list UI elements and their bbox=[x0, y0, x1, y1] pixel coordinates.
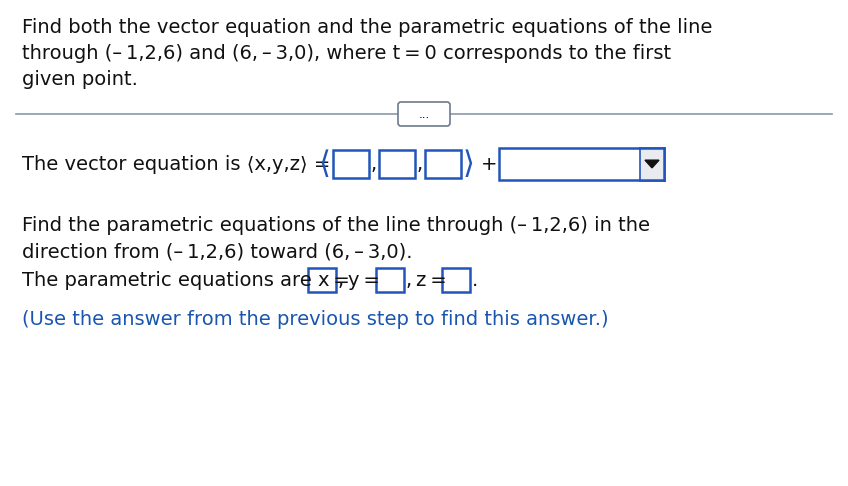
FancyBboxPatch shape bbox=[376, 268, 404, 292]
Text: ,: , bbox=[371, 155, 377, 174]
Text: ⟨: ⟨ bbox=[318, 150, 330, 178]
Text: +: + bbox=[481, 155, 498, 174]
Text: The vector equation is ⟨x,y,z⟩ =: The vector equation is ⟨x,y,z⟩ = bbox=[22, 155, 331, 174]
Text: .: . bbox=[472, 271, 478, 290]
Polygon shape bbox=[645, 160, 659, 168]
Text: Find both the vector equation and the parametric equations of the line: Find both the vector equation and the pa… bbox=[22, 18, 712, 37]
Text: (Use the answer from the previous step to find this answer.): (Use the answer from the previous step t… bbox=[22, 310, 609, 329]
Text: given point.: given point. bbox=[22, 70, 138, 89]
Text: ...: ... bbox=[418, 107, 430, 121]
Text: Find the parametric equations of the line through (– 1,2,6) in the: Find the parametric equations of the lin… bbox=[22, 216, 650, 235]
FancyBboxPatch shape bbox=[379, 150, 415, 178]
Text: , y =: , y = bbox=[338, 271, 380, 290]
FancyBboxPatch shape bbox=[442, 268, 470, 292]
Text: through (– 1,2,6) and (6, – 3,0), where t = 0 corresponds to the first: through (– 1,2,6) and (6, – 3,0), where … bbox=[22, 44, 671, 63]
FancyBboxPatch shape bbox=[398, 102, 450, 126]
Text: ⟩: ⟩ bbox=[463, 150, 475, 178]
FancyBboxPatch shape bbox=[640, 148, 664, 180]
Text: , z =: , z = bbox=[406, 271, 447, 290]
Text: direction from (– 1,2,6) toward (6, – 3,0).: direction from (– 1,2,6) toward (6, – 3,… bbox=[22, 242, 412, 261]
Text: ,: , bbox=[416, 155, 422, 174]
FancyBboxPatch shape bbox=[425, 150, 461, 178]
FancyBboxPatch shape bbox=[499, 148, 664, 180]
Text: The parametric equations are x =: The parametric equations are x = bbox=[22, 271, 350, 290]
FancyBboxPatch shape bbox=[308, 268, 336, 292]
FancyBboxPatch shape bbox=[333, 150, 369, 178]
